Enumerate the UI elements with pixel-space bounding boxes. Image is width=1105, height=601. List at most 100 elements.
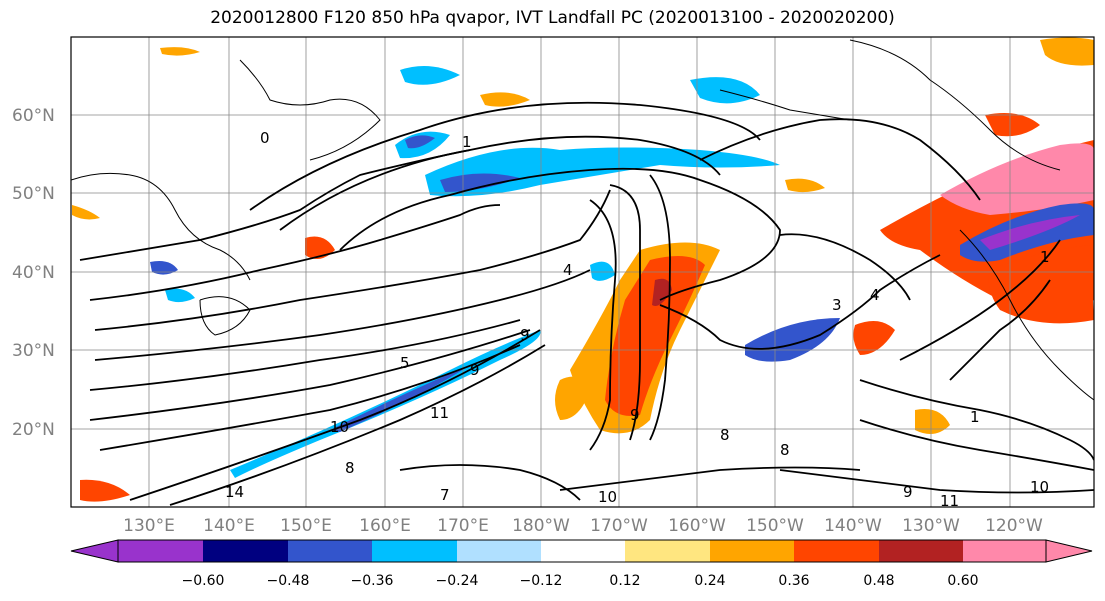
contour-line xyxy=(779,233,911,301)
latitude-label: 30°N xyxy=(12,341,55,361)
positive-anomaly-patch xyxy=(985,112,1040,137)
longitude-label: 130°W xyxy=(902,516,960,536)
contour-line xyxy=(79,149,471,261)
positive-anomaly-patch xyxy=(785,178,825,193)
latitude-label: 60°N xyxy=(12,106,55,126)
contour-line xyxy=(949,279,1051,381)
contour-label: 4 xyxy=(870,286,880,304)
colorbar-high-extend xyxy=(1045,539,1093,563)
contour-line xyxy=(89,204,501,301)
contour-label: 10 xyxy=(1030,478,1049,496)
negative-anomaly-patch xyxy=(745,318,840,362)
longitude-label: 140°W xyxy=(824,516,882,536)
latitude-label: 50°N xyxy=(12,184,55,204)
colorbar-ticks: −0.60 −0.48 −0.36 −0.24 −0.12 0.12 0.24 … xyxy=(182,573,979,589)
positive-anomaly-patch xyxy=(480,92,530,107)
contour-line xyxy=(559,466,861,491)
positive-anomaly-patch xyxy=(72,205,100,220)
negative-anomaly-patch xyxy=(590,261,615,281)
gridlines xyxy=(71,37,1094,507)
positive-anomaly-patch xyxy=(555,376,590,420)
negative-anomaly-patch xyxy=(440,173,520,192)
colorbar-tick-label: 0.60 xyxy=(947,573,978,589)
longitude-label: 170°W xyxy=(590,516,648,536)
positive-anomaly-patch xyxy=(305,236,335,259)
colorbar-low-extend xyxy=(70,539,119,563)
positive-anomaly-patch xyxy=(605,256,705,416)
colorbar-segment xyxy=(372,540,457,562)
colorbar-tick-label: −0.24 xyxy=(436,573,479,589)
contour-label: 3 xyxy=(832,296,842,314)
latitude-label: 20°N xyxy=(12,420,55,440)
ivt-contours xyxy=(79,101,1094,506)
longitude-labels: 130°E 140°E 150°E 160°E 170°E 180°W 170°… xyxy=(123,516,1043,536)
contour-label: 11 xyxy=(940,492,959,510)
colorbar-tick-label: 0.12 xyxy=(609,573,640,589)
colorbar-frame xyxy=(117,539,1047,563)
contour-label: 1 xyxy=(462,133,472,151)
contour-label: 10 xyxy=(598,488,617,506)
longitude-label: 180°W xyxy=(512,516,570,536)
coastline xyxy=(71,172,251,281)
positive-anomaly-patch xyxy=(1040,37,1094,66)
contour-label: 8 xyxy=(720,426,730,444)
contour-line xyxy=(169,344,546,506)
contour-line xyxy=(779,469,1094,494)
negative-anomaly-patch xyxy=(425,147,780,197)
negative-anomaly-patch xyxy=(405,135,435,149)
colorbar-segment xyxy=(625,540,710,562)
colorbar-segment xyxy=(118,540,203,562)
colorbar-segments xyxy=(118,540,1046,562)
contour-label: 5 xyxy=(400,354,410,372)
positive-anomaly-patch xyxy=(652,278,672,306)
contour-line xyxy=(859,379,1094,461)
map-title: 2020012800 F120 850 hPa qvapor, IVT Land… xyxy=(210,8,895,28)
map-frame xyxy=(70,36,1095,508)
contour-label: 11 xyxy=(430,404,449,422)
contour-label: 1 xyxy=(1040,248,1050,266)
colorbar: −0.60 −0.48 −0.36 −0.24 −0.12 0.12 0.24 … xyxy=(70,539,1093,589)
contour-labels: 0 1 4 3 4 5 9 9 11 9 10 14 8 7 8 1 1 10 … xyxy=(225,129,1050,510)
contour-label: 7 xyxy=(440,486,450,504)
latitude-label: 40°N xyxy=(12,263,55,283)
longitude-label: 160°W xyxy=(668,516,726,536)
coastlines xyxy=(71,39,1094,401)
colorbar-segment xyxy=(288,540,372,562)
coastline xyxy=(719,89,851,121)
colorbar-segment xyxy=(879,540,963,562)
contour-line xyxy=(89,319,521,391)
contour-line xyxy=(249,101,761,211)
negative-anomaly-patch xyxy=(330,365,470,432)
negative-anomaly-patch xyxy=(400,66,460,85)
coastline xyxy=(239,59,381,161)
longitude-label: 170°E xyxy=(437,516,489,536)
contour-label: 10 xyxy=(330,418,349,436)
negative-anomaly-patch xyxy=(150,261,178,275)
latitude-labels: 60°N 50°N 40°N 30°N 20°N xyxy=(12,106,55,440)
contour-line xyxy=(279,135,721,231)
coastline xyxy=(199,296,251,336)
contour-label: 14 xyxy=(225,483,244,501)
positive-anomaly-patch xyxy=(853,321,895,355)
contour-label: 9 xyxy=(470,361,480,379)
longitude-label: 130°E xyxy=(123,516,175,536)
contour-line xyxy=(609,184,641,441)
negative-anomaly-patch xyxy=(690,77,760,104)
contour-line xyxy=(339,167,781,301)
longitude-label: 140°E xyxy=(203,516,255,536)
contour-label: 9 xyxy=(520,326,530,344)
contour-label: 9 xyxy=(630,406,640,424)
contour-line xyxy=(399,464,581,501)
longitude-label: 160°E xyxy=(359,516,411,536)
contour-line xyxy=(94,269,591,361)
positive-anomaly-patch xyxy=(160,47,200,56)
positive-anomaly-patch xyxy=(80,479,130,502)
negative-anomaly-patch xyxy=(165,288,195,303)
contour-line xyxy=(129,329,541,501)
coastline xyxy=(959,229,1094,401)
contour-line xyxy=(699,118,981,201)
contour-label: 8 xyxy=(780,441,790,459)
positive-anomaly-patch xyxy=(988,245,1094,324)
colorbar-tick-label: −0.48 xyxy=(267,573,310,589)
contour-line xyxy=(899,239,1061,361)
